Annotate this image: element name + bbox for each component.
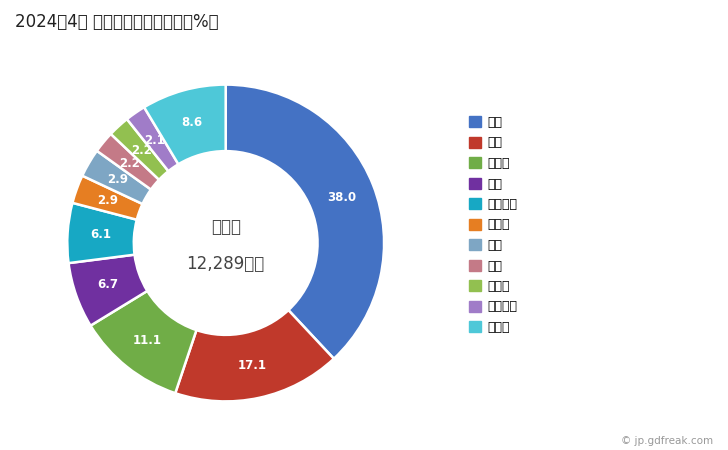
Text: 12,289万円: 12,289万円	[186, 255, 265, 273]
Wedge shape	[82, 151, 151, 204]
Wedge shape	[111, 119, 168, 180]
Wedge shape	[73, 176, 143, 220]
Text: 6.1: 6.1	[90, 229, 111, 242]
Wedge shape	[67, 203, 137, 263]
Text: 2.9: 2.9	[107, 173, 128, 186]
Text: 2.2: 2.2	[119, 157, 140, 170]
Text: © jp.gdfreak.com: © jp.gdfreak.com	[621, 436, 713, 446]
Text: 11.1: 11.1	[133, 334, 162, 347]
Text: 2.2: 2.2	[130, 144, 151, 157]
Wedge shape	[144, 85, 226, 164]
Wedge shape	[127, 107, 178, 171]
Text: 総　額: 総 額	[210, 218, 241, 236]
Wedge shape	[90, 291, 197, 393]
Text: 2.9: 2.9	[98, 194, 119, 207]
Wedge shape	[68, 255, 147, 326]
Text: 38.0: 38.0	[328, 190, 357, 203]
Text: 2024年4月 輸出相手国のシェア（%）: 2024年4月 輸出相手国のシェア（%）	[15, 14, 218, 32]
Wedge shape	[175, 310, 334, 401]
Wedge shape	[97, 134, 159, 189]
Text: 8.6: 8.6	[182, 116, 203, 129]
Text: 17.1: 17.1	[238, 359, 266, 372]
Legend: 米国, 中国, ドイツ, 台湾, ベトナム, カナダ, 英国, タイ, ロシア, フランス, その他: 米国, 中国, ドイツ, 台湾, ベトナム, カナダ, 英国, タイ, ロシア,…	[469, 116, 518, 334]
Text: 2.1: 2.1	[144, 134, 165, 147]
Text: 6.7: 6.7	[97, 278, 118, 291]
Wedge shape	[226, 85, 384, 359]
